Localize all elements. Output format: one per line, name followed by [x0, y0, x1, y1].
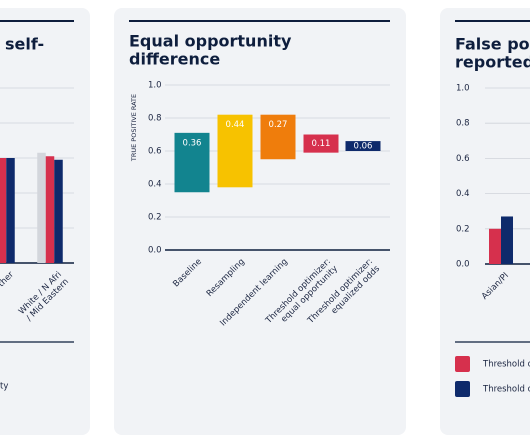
- floating-bar: [174, 132, 210, 193]
- bar: [45, 156, 55, 263]
- y-axis-label: TRUE POSITIVE RATE: [130, 94, 138, 162]
- card: [114, 8, 406, 435]
- legend-swatch: [455, 381, 470, 397]
- floating-bar: [345, 141, 381, 151]
- y-tick-label: 1.0: [148, 81, 162, 91]
- data-label: 0.44: [226, 120, 245, 130]
- y-tick-label: 0.2: [456, 224, 470, 234]
- bar: [37, 152, 46, 263]
- y-tick-label: 0.6: [148, 147, 162, 157]
- bar: [0, 158, 7, 263]
- data-label: 0.27: [269, 120, 288, 130]
- legend-swatch: [455, 356, 470, 372]
- y-tick-label: 0.6: [456, 154, 470, 164]
- bar: [6, 158, 15, 263]
- y-tick-label: 0.0: [456, 260, 470, 270]
- legend-label: Threshold o: [482, 360, 530, 370]
- floating-bar: [303, 134, 339, 153]
- y-tick-label: 0.4: [456, 189, 470, 199]
- data-label: 0.06: [354, 142, 373, 152]
- legend-label: ty: [0, 382, 8, 392]
- chart-title: Equal opportunity: [129, 32, 292, 51]
- bar: [54, 159, 63, 263]
- chart-title: False pos: [455, 35, 530, 54]
- chart-title: self-: [5, 35, 44, 54]
- y-tick-label: 1.0: [456, 84, 470, 94]
- y-tick-label: 0.2: [148, 213, 162, 223]
- bar: [501, 216, 513, 264]
- chart-title: difference: [129, 50, 220, 69]
- bar: [489, 228, 501, 264]
- floating-bar: [260, 114, 296, 160]
- y-tick-label: 0.8: [456, 119, 470, 129]
- chart-title: reported: [455, 53, 530, 72]
- y-tick-label: 0.4: [148, 180, 162, 190]
- data-label: 0.36: [183, 138, 202, 148]
- card: [440, 8, 530, 435]
- data-label: 0.11: [312, 139, 331, 149]
- y-tick-label: 0.8: [148, 114, 162, 124]
- floating-bar: [217, 114, 253, 188]
- y-tick-label: 0.0: [148, 246, 162, 256]
- legend-label: Threshold o: [482, 385, 530, 395]
